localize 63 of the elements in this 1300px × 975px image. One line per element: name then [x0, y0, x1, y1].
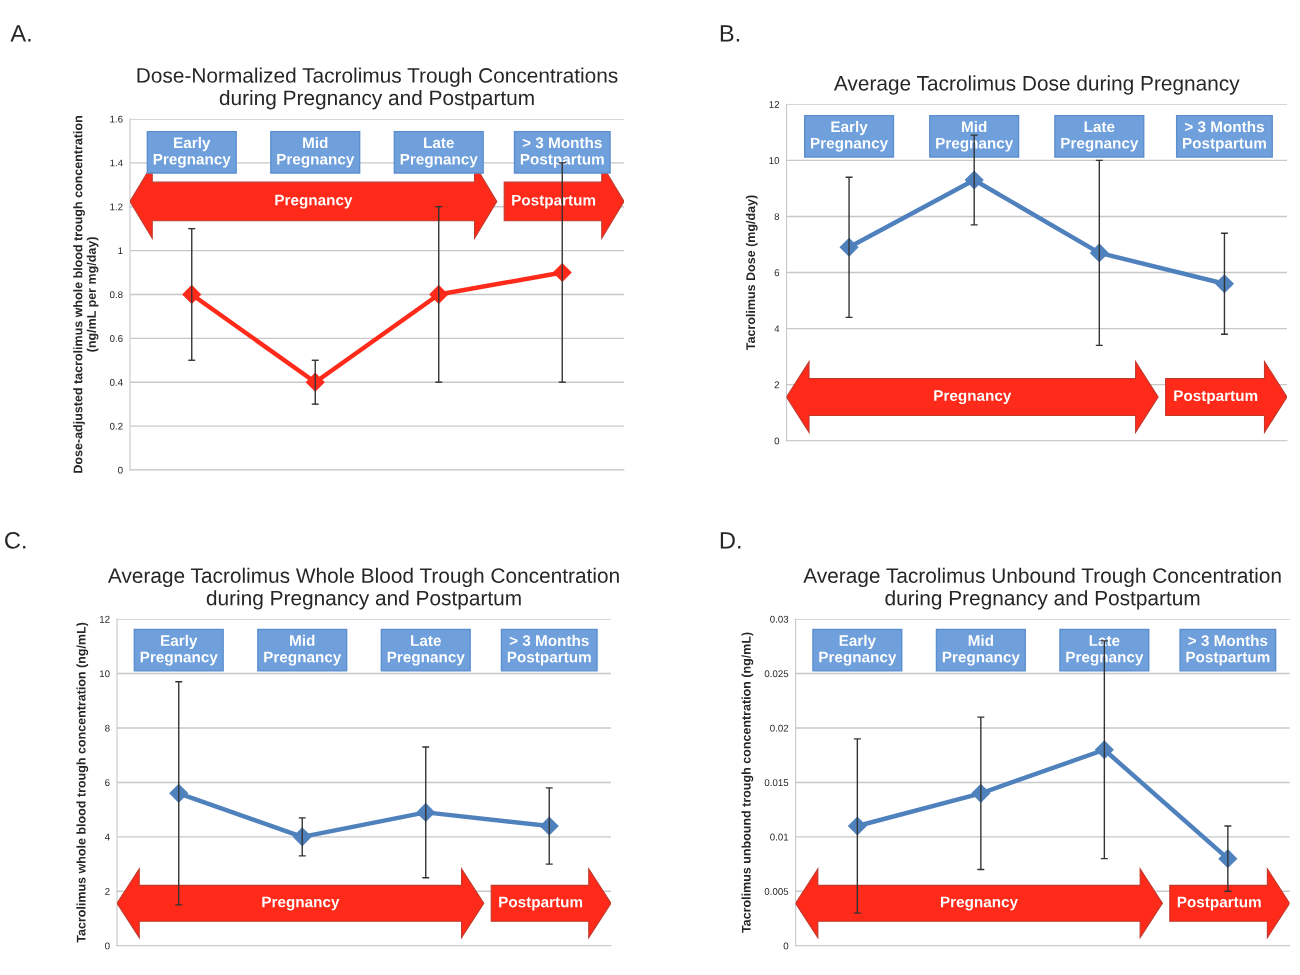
- y-tick-label: 4: [104, 833, 110, 841]
- y-tick-label: 0.4: [109, 378, 123, 386]
- y-tick-label: 2: [774, 381, 780, 389]
- x-tick-label: Mid Pregnancy: [264, 634, 342, 666]
- annotation: Pregnancy: [934, 390, 1012, 405]
- y-tick-label: 12: [769, 101, 780, 108]
- y-tick-label: 0.015: [764, 779, 789, 787]
- y-tick-label: 8: [774, 213, 780, 221]
- annotation: Pregnancy: [275, 194, 353, 209]
- text: C.: [5, 532, 26, 549]
- y-tick-label: 0.03: [770, 615, 789, 623]
- annotation: Pregnancy: [940, 896, 1018, 911]
- y-tick-label: 0.2: [109, 422, 123, 430]
- x-tick-label: > 3 Months Postpartum: [520, 136, 604, 168]
- y-axis-title: Tacrolimus whole blood trough concentration (ng/mL): [76, 622, 89, 943]
- x-tick-label: Mid Pregnancy: [942, 634, 1020, 666]
- y-tick-label: 1.2: [110, 203, 123, 211]
- x-tick-label: > 3 Months Postpartum: [1183, 120, 1266, 152]
- y-tick-label: 0.025: [764, 670, 789, 678]
- y-tick-label: 0.8: [109, 291, 123, 299]
- text: B.: [720, 25, 740, 42]
- x-tick-label: Early Pregnancy: [153, 136, 231, 168]
- chart-title: Average Tacrolimus Dose during Pregnancy: [833, 75, 1240, 95]
- y-tick-label: 2: [105, 888, 110, 895]
- annotation: Postpartum: [1174, 390, 1258, 405]
- y-tick-label: 10: [99, 670, 110, 678]
- chart-title: Average Tacrolimus Whole Blood Trough Concentration during Pregnancy and Postpartum: [107, 567, 619, 610]
- annotation: Postpartum: [1177, 896, 1261, 911]
- y-tick-label: 0.005: [764, 888, 789, 895]
- text: D.: [720, 532, 741, 549]
- x-tick-label: > 3 Months Postpartum: [507, 634, 591, 666]
- y-tick-label: 0.6: [109, 335, 123, 342]
- y-tick-label: 1: [118, 247, 123, 255]
- y-tick-label: 10: [769, 157, 780, 165]
- y-tick-label: 0.01: [770, 833, 789, 841]
- x-tick-label: Late Pregnancy: [387, 635, 465, 666]
- annotation: Postpartum: [499, 896, 583, 911]
- y-tick-label: 6: [105, 779, 110, 787]
- y-tick-label: 1.6: [110, 115, 123, 123]
- y-tick-label: 6: [774, 269, 780, 277]
- x-tick-label: Early Pregnancy: [140, 634, 218, 666]
- annotation: Pregnancy: [262, 896, 340, 911]
- y-tick-label: 0.02: [770, 724, 789, 732]
- y-tick-label: 4: [774, 325, 780, 333]
- x-tick-label: Early Pregnancy: [819, 634, 897, 666]
- y-axis-title: Tacrolimus unbound trough concentration (ng/mL): [741, 632, 754, 933]
- y-axis-title: Tacrolimus Dose (mg/day): [745, 195, 758, 351]
- y-tick-label: 0: [774, 437, 780, 445]
- chart-title: Average Tacrolimus Unbound Trough Concentration during Pregnancy and Postpartum: [803, 567, 1281, 610]
- y-axis-title: Dose-adjusted tacrolimus whole blood trough concentration (ng/mL per mg/day): [73, 116, 99, 473]
- text: A.: [10, 25, 31, 42]
- x-tick-label: > 3 Months Postpartum: [1186, 634, 1270, 666]
- x-tick-label: Mid Pregnancy: [277, 136, 355, 168]
- y-tick-label: 0: [783, 942, 789, 950]
- y-tick-label: 0: [105, 942, 110, 950]
- y-tick-label: 12: [99, 615, 110, 623]
- y-tick-label: 8: [105, 724, 110, 732]
- x-tick-label: Late Pregnancy: [400, 137, 478, 168]
- chart-title: Dose-Normalized Tacrolimus Trough Concentrations during Pregnancy and Postpartum: [137, 67, 618, 110]
- y-tick-label: 0: [118, 466, 123, 474]
- x-tick-label: Late Pregnancy: [1061, 121, 1139, 152]
- y-tick-label: 1.4: [110, 159, 123, 167]
- x-tick-label: Early Pregnancy: [811, 120, 889, 152]
